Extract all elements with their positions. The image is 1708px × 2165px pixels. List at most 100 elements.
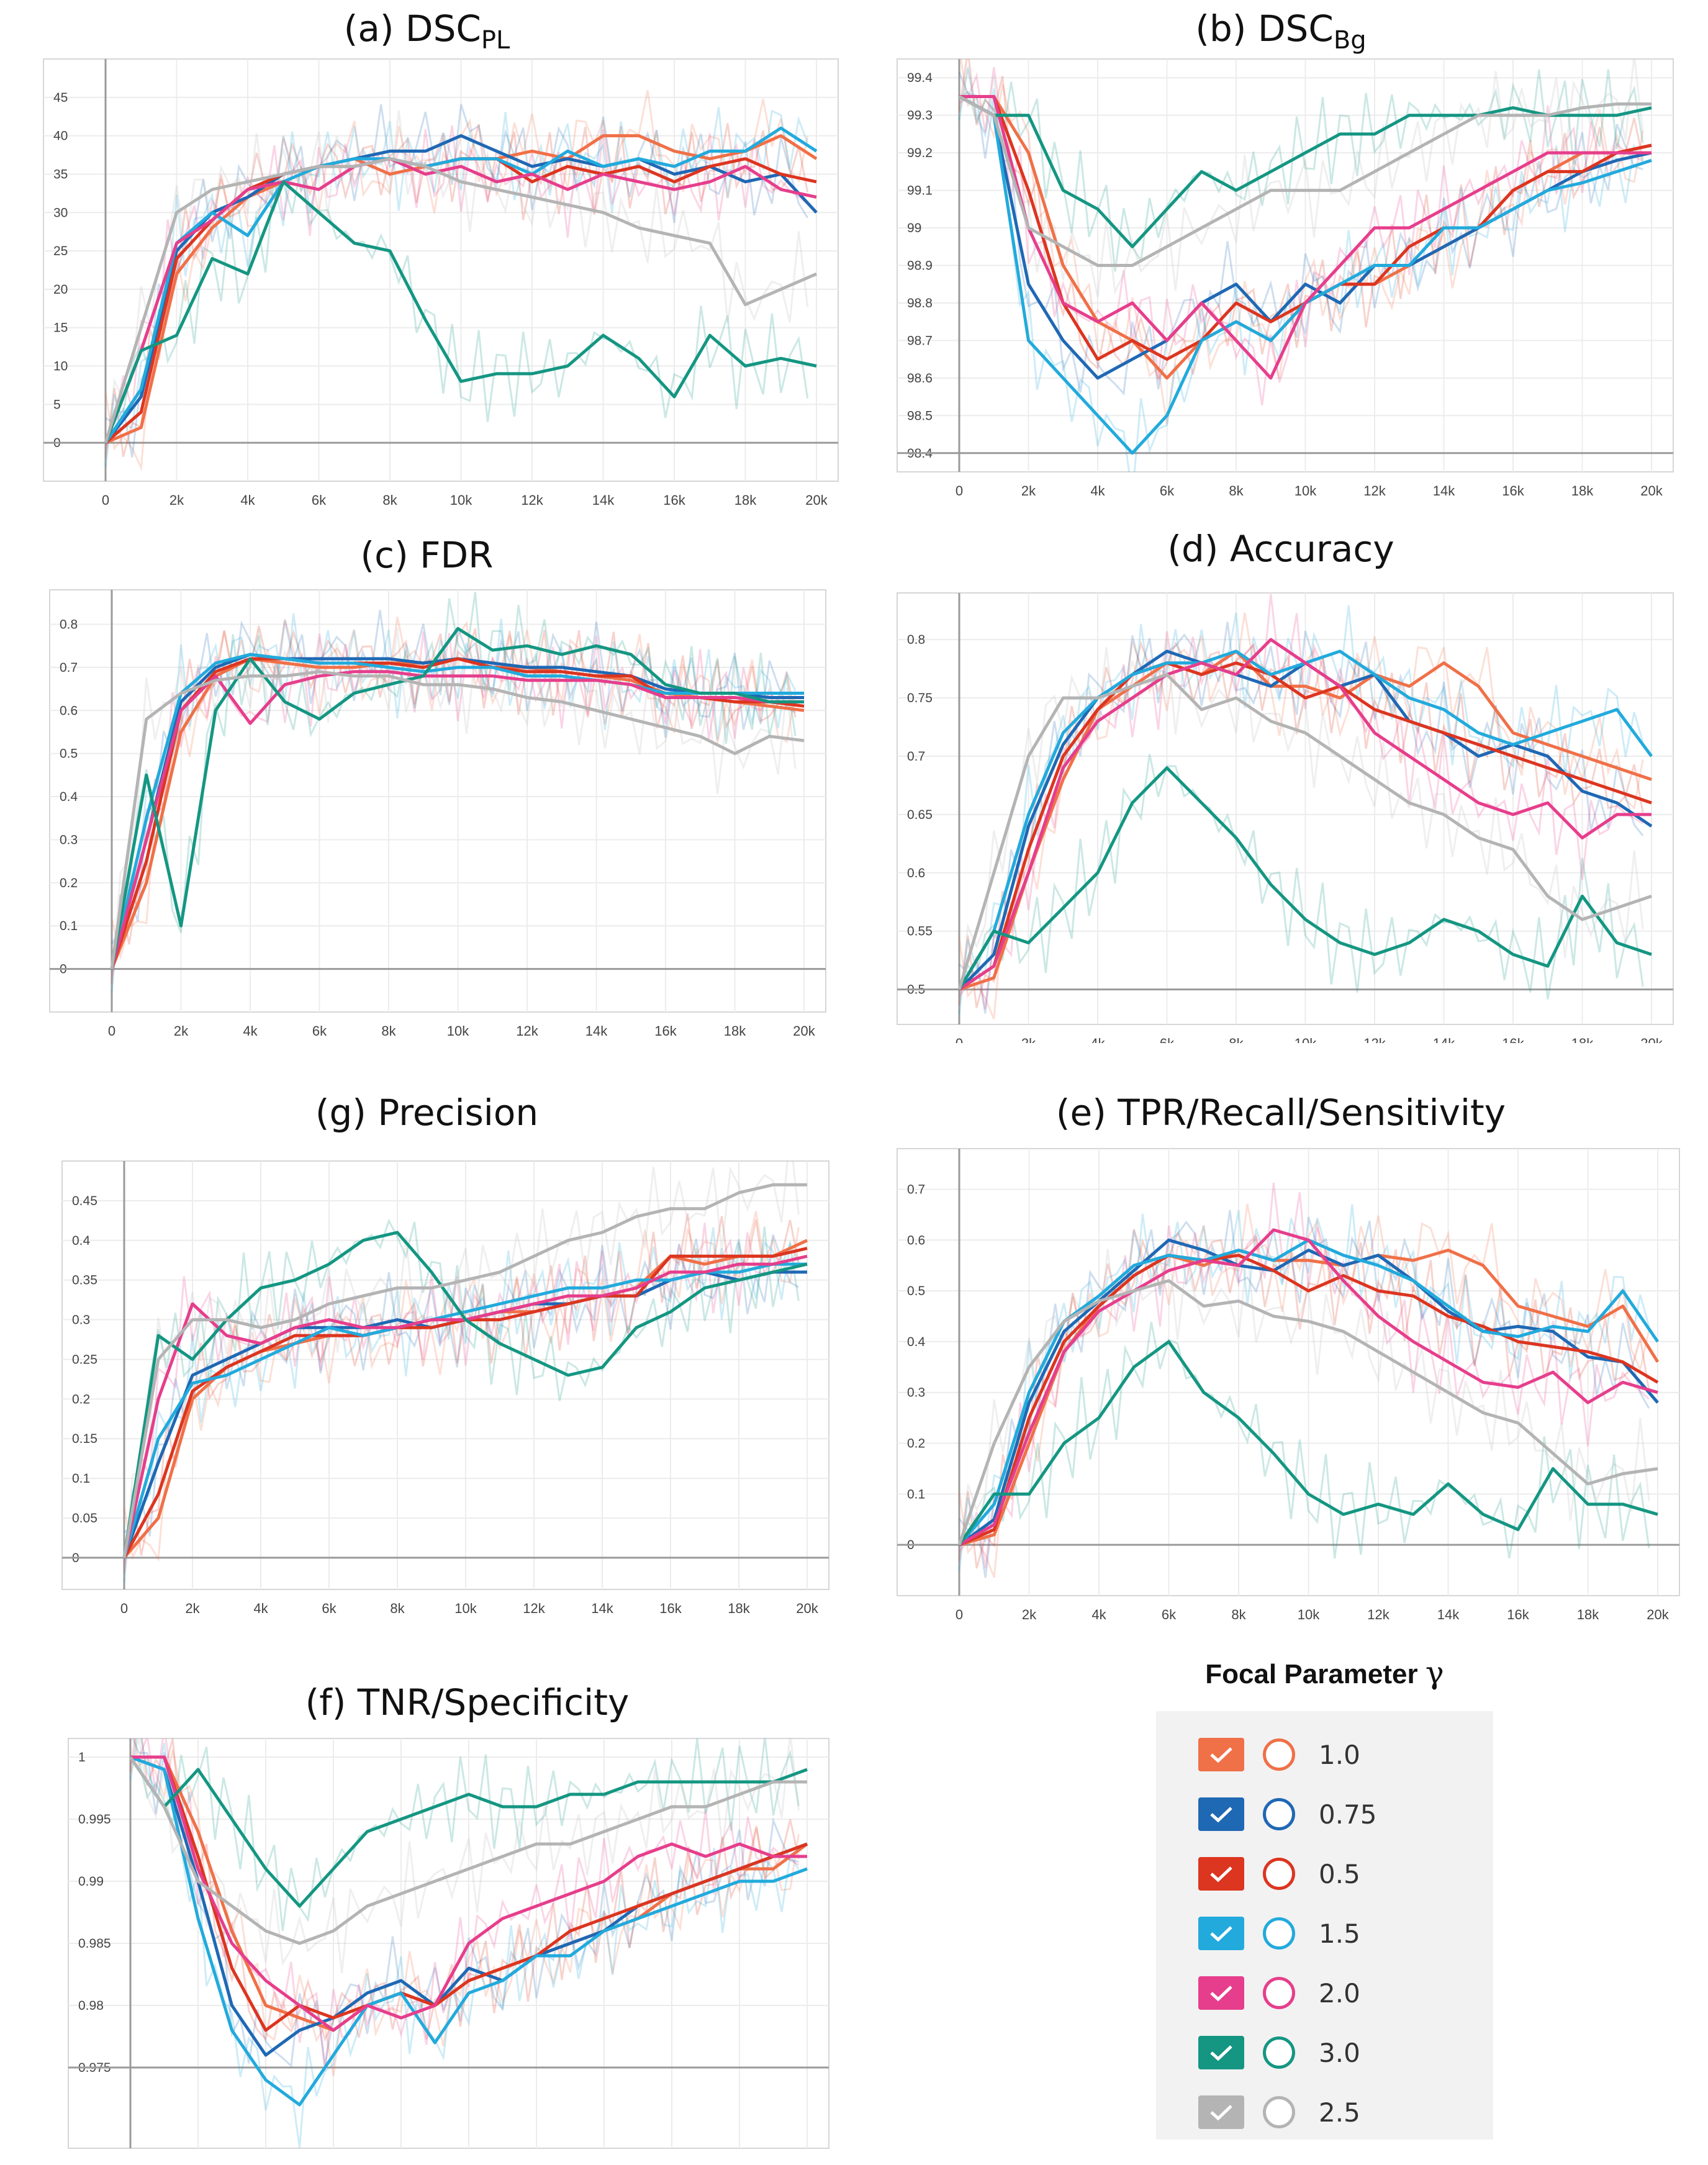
radio-circle-icon[interactable]	[1263, 1798, 1295, 1830]
series-line	[110, 653, 804, 970]
legend-item[interactable]: 1.5	[1198, 1915, 1360, 1952]
legend-item[interactable]: 3.0	[1198, 2034, 1360, 2071]
y-tick-label: 0.98	[78, 1999, 104, 2013]
x-tick-label: 16k	[659, 1601, 682, 1616]
checkbox-checked-icon[interactable]	[1198, 1738, 1244, 1771]
series-raw-trace	[129, 1738, 800, 1974]
series-raw-trace	[959, 69, 1644, 272]
series-line	[958, 95, 1652, 267]
series-raw-trace	[133, 1738, 800, 2076]
y-tick-label: 0.35	[72, 1273, 97, 1288]
x-tick-label: 12k	[1367, 1607, 1389, 1620]
y-tick-label: 99.4	[907, 71, 933, 85]
x-tick-label: 20k	[793, 1023, 815, 1039]
y-tick-label: 10	[53, 359, 68, 374]
x-tick-label: 12k	[1363, 483, 1386, 499]
series-line	[958, 1254, 1659, 1547]
series-raw-trace	[104, 123, 809, 459]
x-tick-label: 10k	[447, 1023, 469, 1039]
series-raw-trace	[958, 1322, 1650, 1559]
radio-circle-icon[interactable]	[1263, 1917, 1295, 1950]
x-tick-label: 18k	[728, 2159, 751, 2162]
series-raw-trace	[123, 1161, 800, 1578]
series-raw-trace	[111, 617, 797, 960]
y-tick-label: 0.6	[907, 866, 925, 880]
legend-item[interactable]: 2.0	[1198, 1974, 1360, 2012]
radio-circle-icon[interactable]	[1263, 1858, 1295, 1890]
series-line	[129, 1756, 807, 1945]
series-line	[130, 1755, 807, 2032]
y-tick-label: 0.2	[72, 1392, 90, 1406]
y-tick-label: 5	[53, 397, 61, 412]
legend-item[interactable]: 1.0	[1198, 1736, 1360, 1773]
legend-item[interactable]: 2.5	[1198, 2094, 1360, 2131]
legend-label: 2.5	[1319, 2097, 1360, 2128]
checkbox-checked-icon[interactable]	[1198, 1797, 1244, 1831]
y-tick-label: 0.15	[72, 1432, 97, 1446]
x-tick-label: 8k	[381, 1023, 396, 1039]
y-tick-label: 0.4	[72, 1234, 91, 1248]
y-tick-label: 0.75	[907, 691, 933, 705]
series-group	[122, 1161, 808, 1583]
series-line	[129, 1756, 808, 1908]
y-tick-label: 15	[53, 321, 68, 335]
y-tick-label: 40	[53, 129, 68, 143]
x-tick-label: 2k	[174, 1023, 189, 1039]
x-tick-label: 2k	[185, 1601, 200, 1616]
series-line	[104, 157, 817, 444]
panel-title-tnr: (f) TNR/Specificity	[305, 1681, 630, 1724]
series-raw-trace	[105, 104, 808, 458]
x-tick-label: 8k	[1229, 1036, 1244, 1043]
x-tick-label: 16k	[663, 492, 685, 508]
legend-item[interactable]: 0.75	[1198, 1796, 1377, 1833]
y-tick-label: 0.05	[72, 1511, 97, 1525]
y-tick-label: 0.8	[60, 618, 78, 632]
y-tick-label: 0.6	[60, 703, 78, 718]
series-line	[958, 1228, 1658, 1547]
legend-label: 3.0	[1319, 2037, 1360, 2068]
radio-circle-icon[interactable]	[1263, 2036, 1295, 2069]
series-raw-trace	[123, 1227, 800, 1583]
x-tick-label: 6k	[322, 1601, 337, 1616]
y-tick-label: 0.3	[60, 833, 78, 847]
panel-dsc-pl: (a) DSCPL 02k4k6k8k10k12k14k16k18k20k051…	[0, 0, 854, 509]
series-line	[104, 180, 817, 444]
x-tick-label: 10k	[1295, 1036, 1317, 1043]
radio-circle-icon[interactable]	[1263, 1738, 1295, 1771]
y-tick-label: 0.3	[72, 1313, 90, 1327]
legend-item[interactable]: 0.5	[1198, 1855, 1360, 1892]
y-tick-label: 0.1	[907, 1487, 925, 1501]
y-tick-label: 0.2	[907, 1437, 925, 1451]
chart-precision: 02k4k6k8k10k12k14k16k18k20k00.050.10.150…	[61, 1160, 829, 1616]
checkbox-checked-icon[interactable]	[1198, 1917, 1244, 1950]
y-tick-label: 0.7	[907, 749, 925, 764]
x-tick-label: 16k	[654, 1023, 677, 1039]
series-raw-trace	[129, 1738, 800, 2148]
y-tick-label: 35	[53, 167, 68, 181]
x-tick-label: 16k	[1507, 1607, 1529, 1620]
y-tick-label: 0.55	[907, 924, 933, 939]
x-tick-label: 4k	[258, 2159, 273, 2162]
checkbox-checked-icon[interactable]	[1198, 1976, 1244, 2010]
series-line	[104, 157, 817, 443]
checkbox-checked-icon[interactable]	[1198, 1857, 1244, 1891]
y-tick-label: 0.995	[78, 1812, 111, 1827]
checkbox-checked-icon[interactable]	[1198, 2095, 1244, 2129]
x-tick-label: 0	[127, 2159, 134, 2162]
y-tick-label: 98.9	[907, 259, 933, 273]
series-raw-trace	[958, 71, 1643, 396]
radio-circle-icon[interactable]	[1263, 1977, 1295, 2009]
legend: 1.0 0.75 0.5 1.5 2.0 3.0 2.5	[1156, 1711, 1493, 2140]
radio-circle-icon[interactable]	[1263, 2096, 1295, 2128]
checkbox-checked-icon[interactable]	[1198, 2036, 1244, 2069]
y-tick-label: 0.6	[907, 1233, 925, 1247]
y-tick-label: 0.2	[60, 876, 78, 890]
y-tick-label: 0.8	[907, 633, 925, 647]
x-tick-label: 8k	[1231, 1607, 1246, 1620]
x-tick-label: 20k	[1647, 1607, 1669, 1620]
series-line	[110, 670, 805, 969]
x-tick-label: 16k	[1502, 483, 1524, 499]
x-tick-label: 20k	[1640, 483, 1663, 499]
x-tick-label: 8k	[382, 492, 397, 508]
y-tick-label: 0.45	[72, 1194, 97, 1208]
